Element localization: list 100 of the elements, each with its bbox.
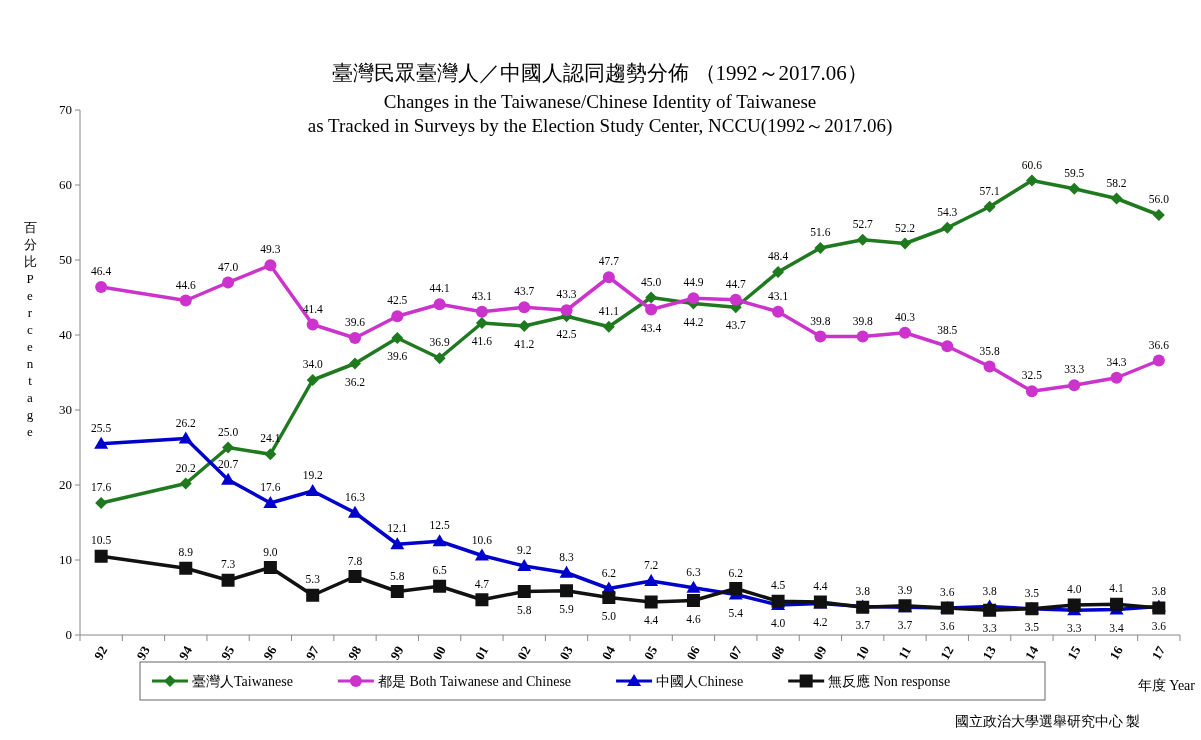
data-label: 5.3 xyxy=(305,573,321,586)
point xyxy=(222,276,235,289)
data-label: 42.5 xyxy=(387,294,408,307)
data-label: 4.0 xyxy=(770,617,786,629)
data-label: 54.3 xyxy=(937,205,958,218)
data-label: 3.8 xyxy=(1151,584,1167,597)
data-label: 44.7 xyxy=(725,277,747,290)
y-tick-label: 60 xyxy=(59,177,72,192)
data-label: 12.5 xyxy=(429,519,450,532)
point xyxy=(348,505,362,518)
point xyxy=(222,441,235,454)
data-label: 40.3 xyxy=(894,310,916,323)
point xyxy=(474,548,489,561)
data-label: 44.2 xyxy=(683,315,704,328)
data-label: 6.5 xyxy=(432,564,448,577)
chart-title: 臺灣民眾臺灣人／中國人認同趨勢分佈 （1992～2017.06） xyxy=(332,61,868,85)
point xyxy=(433,579,447,593)
x-tick-label: 04 xyxy=(598,642,619,663)
point xyxy=(305,484,320,496)
data-label: 17.6 xyxy=(91,481,112,493)
point xyxy=(517,559,532,571)
point xyxy=(221,472,236,485)
data-label: 5.8 xyxy=(390,569,405,582)
data-label: 3.6 xyxy=(1151,620,1167,632)
data-label: 47.7 xyxy=(598,255,620,268)
data-label: 3.6 xyxy=(940,620,955,632)
point xyxy=(1152,354,1165,367)
point xyxy=(983,603,997,617)
data-label: 43.1 xyxy=(471,289,493,302)
point xyxy=(178,431,193,444)
point xyxy=(95,497,108,509)
data-label: 5.0 xyxy=(601,609,617,622)
data-label: 20.2 xyxy=(175,461,197,474)
point xyxy=(602,591,616,604)
data-label: 17.6 xyxy=(260,481,281,493)
data-label: 41.1 xyxy=(598,304,620,317)
x-tick-label: 17 xyxy=(1148,642,1169,663)
data-label: 36.2 xyxy=(344,375,366,388)
point xyxy=(475,317,488,329)
y-tick-label: 20 xyxy=(59,477,72,492)
point xyxy=(644,595,658,609)
x-tick-label: 98 xyxy=(344,642,365,663)
point xyxy=(1068,182,1081,195)
x-tick-label: 16 xyxy=(1106,642,1127,663)
point xyxy=(772,266,785,278)
point xyxy=(729,582,743,595)
data-label: 7.3 xyxy=(220,558,236,571)
data-label: 7.2 xyxy=(643,559,659,571)
point xyxy=(179,561,193,575)
data-label: 6.2 xyxy=(728,566,744,579)
point xyxy=(1068,379,1081,392)
data-label: 3.7 xyxy=(855,619,871,632)
data-label: 5.9 xyxy=(559,602,574,615)
point xyxy=(391,310,404,323)
x-tick-label: 99 xyxy=(387,642,407,663)
data-label: 6.3 xyxy=(686,565,701,578)
data-label: 9.0 xyxy=(263,545,278,558)
point xyxy=(349,332,361,344)
data-label: 4.6 xyxy=(686,612,701,625)
point xyxy=(306,374,319,386)
point xyxy=(179,294,192,307)
point xyxy=(941,221,954,234)
point xyxy=(263,561,277,574)
data-label: 7.8 xyxy=(347,554,363,567)
point xyxy=(644,574,659,586)
point xyxy=(1067,598,1081,612)
x-tick-label: 97 xyxy=(302,642,323,663)
data-label: 19.2 xyxy=(302,469,323,481)
data-label: 43.7 xyxy=(514,285,535,298)
point xyxy=(475,305,488,318)
y-tick-label: 10 xyxy=(59,552,72,567)
point xyxy=(348,570,362,583)
point xyxy=(1110,597,1124,611)
legend-label: 無反應 Non response xyxy=(828,674,951,689)
y-tick-label: 50 xyxy=(59,252,72,267)
text: 百分比 Percentage xyxy=(23,220,37,439)
y-tick-label: 40 xyxy=(59,327,72,342)
data-label: 3.3 xyxy=(982,622,998,635)
data-label: 39.8 xyxy=(810,314,831,327)
data-label: 4.4 xyxy=(643,614,659,626)
point xyxy=(1110,192,1123,205)
data-label: 39.6 xyxy=(344,316,366,328)
point xyxy=(221,573,235,587)
data-label: 6.2 xyxy=(601,566,617,579)
point xyxy=(899,237,911,250)
x-tick-label: 00 xyxy=(429,643,449,663)
data-label: 52.7 xyxy=(852,217,873,230)
data-label: 45.0 xyxy=(641,275,662,288)
point xyxy=(856,233,869,246)
point xyxy=(475,593,489,607)
y-tick-label: 30 xyxy=(59,402,72,417)
data-label: 4.2 xyxy=(813,615,828,628)
point xyxy=(771,594,785,608)
point xyxy=(772,305,785,318)
data-label: 33.3 xyxy=(1064,363,1085,376)
data-label: 8.3 xyxy=(559,550,574,563)
data-label: 60.6 xyxy=(1021,158,1043,171)
x-tick-label: 07 xyxy=(725,642,746,663)
point xyxy=(263,496,278,508)
x-tick-label: 02 xyxy=(514,643,534,663)
